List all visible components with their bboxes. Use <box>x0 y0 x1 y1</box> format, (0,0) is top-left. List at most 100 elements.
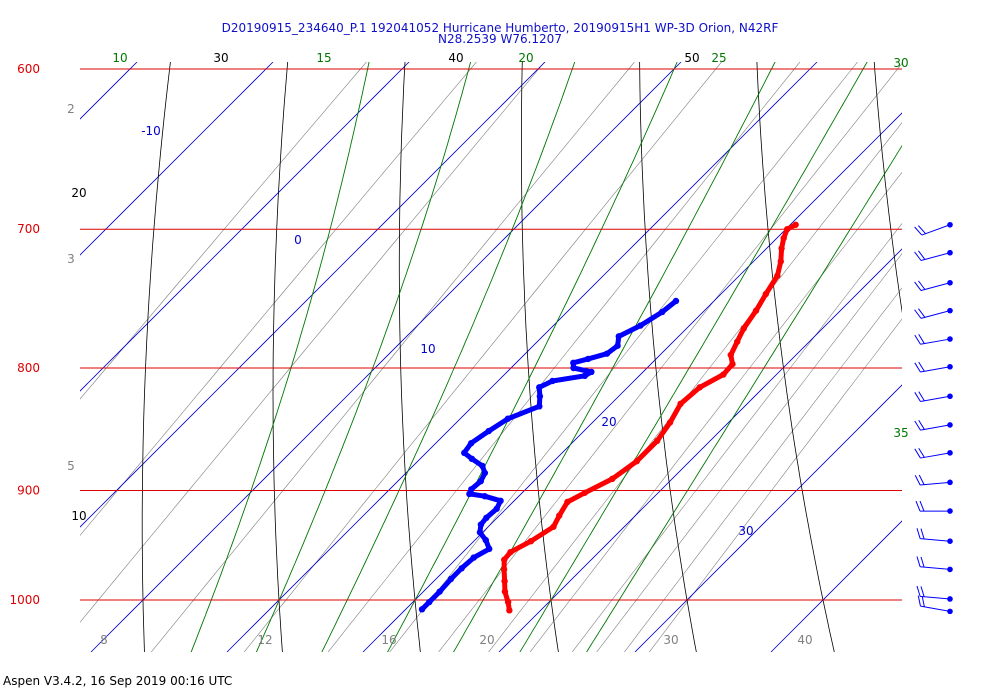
temperature-point <box>581 489 588 496</box>
wind-barb-staff <box>920 566 951 570</box>
wind-barb-dot <box>947 538 953 544</box>
dewpoint-point <box>497 497 504 505</box>
wind-barb <box>914 221 953 236</box>
wind-barb-dot <box>947 279 953 286</box>
mixing-ratio-label: 5 <box>67 459 75 473</box>
dewpoint-point <box>477 521 485 528</box>
dry-adiabat-line <box>272 62 289 652</box>
moist-adiabat-line <box>321 62 576 652</box>
dewpoint-point <box>659 308 666 316</box>
wind-barb <box>914 391 953 402</box>
dewpoint-point <box>477 477 484 485</box>
isotherm-line <box>80 62 138 120</box>
temperature-point <box>666 419 674 426</box>
wind-barb-staff <box>920 282 951 292</box>
wind-barb-feather <box>914 362 921 373</box>
wind-barb-feather <box>919 500 925 512</box>
isotherm-lines <box>80 62 902 652</box>
wind-barb-feather <box>914 309 922 319</box>
isotherm-line <box>226 62 818 652</box>
isobar-label: 600 <box>17 62 40 76</box>
dewpoint-point <box>426 598 433 606</box>
temperature-point <box>720 371 727 378</box>
wind-barb-feather <box>918 361 925 372</box>
wind-barb-dot <box>947 450 953 456</box>
dewpoint-point <box>470 554 477 561</box>
dewpoint-point <box>672 297 680 305</box>
dewpoint-point <box>581 372 588 380</box>
mixing-ratio-line <box>80 62 367 400</box>
dewpoint-point <box>481 469 489 477</box>
moist-adiabat-label: 15 <box>316 51 331 65</box>
mixing-ratio-line <box>571 223 902 652</box>
dewpoint-point <box>447 575 455 583</box>
temperature-point <box>550 523 557 530</box>
temperature-point <box>504 598 512 606</box>
temperature-point <box>729 360 736 368</box>
wind-barb-feather <box>918 280 926 290</box>
dewpoint-point <box>468 486 475 493</box>
dry-adiabat-label: 30 <box>213 51 228 65</box>
temperature-point <box>501 588 509 595</box>
dewpoint-point <box>549 377 556 385</box>
wind-barb-feather <box>918 391 925 402</box>
wind-barb-feather <box>918 225 926 234</box>
wind-barb <box>914 279 953 292</box>
dry-adiabat-label: 40 <box>448 51 463 65</box>
isotherm-line <box>770 520 902 652</box>
mixing-ratio-line <box>596 253 902 652</box>
dewpoint-point <box>536 384 543 391</box>
dewpoint-point <box>468 455 476 463</box>
dry-adiabat-line <box>521 62 559 652</box>
wind-barb-feather <box>918 474 925 485</box>
wind-barb-feather <box>918 308 926 318</box>
temperature-point <box>500 566 508 573</box>
isobar-label: 900 <box>17 483 40 497</box>
wind-barb-dot <box>947 422 953 428</box>
wind-barb-staff <box>920 605 951 612</box>
mixing-ratio-line <box>648 318 902 652</box>
temperature-point <box>792 221 799 228</box>
wind-barb-dot <box>947 393 953 400</box>
wind-barb-feather <box>914 392 921 402</box>
dewpoint-point <box>588 368 595 376</box>
moist-adiabat-label: 25 <box>711 51 726 65</box>
isotherm-line <box>80 62 546 528</box>
mixing-ratio-line <box>529 171 902 652</box>
wind-barb-feather <box>920 586 925 597</box>
dry-adiabat-label: 50 <box>684 51 699 65</box>
wind-barb-dot <box>947 249 953 256</box>
wind-barb <box>914 447 953 459</box>
isobar-label: 800 <box>17 361 40 375</box>
wind-barb-staff <box>920 252 951 261</box>
dewpoint-point <box>614 342 621 349</box>
wind-barb <box>914 474 953 486</box>
dry-adiabat-line <box>756 62 835 652</box>
mixing-ratio-label: 3 <box>67 252 75 266</box>
temperature-point <box>506 607 513 614</box>
mixing-ratio-line <box>80 62 477 536</box>
wind-barb-feather <box>918 447 925 458</box>
wind-barb <box>914 307 953 319</box>
wind-barb <box>915 500 953 514</box>
isobar-label: 1000 <box>9 593 40 607</box>
temperature-point <box>752 307 760 314</box>
mixing-ratio-label: 8 <box>100 633 108 647</box>
wind-barb-staff <box>920 538 951 542</box>
mixing-ratio-line <box>389 62 858 652</box>
moist-adiabat-label: 35 <box>893 426 908 440</box>
wind-barb-dot <box>947 479 953 486</box>
temperature-point <box>780 234 787 242</box>
mixing-ratio-label: 2 <box>67 102 75 116</box>
dewpoint-point <box>570 364 577 372</box>
dewpoint-point <box>482 536 489 544</box>
dewpoint-point <box>584 355 592 363</box>
wind-barb-staff <box>920 595 951 600</box>
wind-barb-dot <box>947 608 953 615</box>
dry-adiabat-line <box>639 62 697 652</box>
wind-barb-dot <box>947 596 953 602</box>
isotherm-line <box>80 62 274 256</box>
moist-adiabat-lines <box>190 62 902 652</box>
